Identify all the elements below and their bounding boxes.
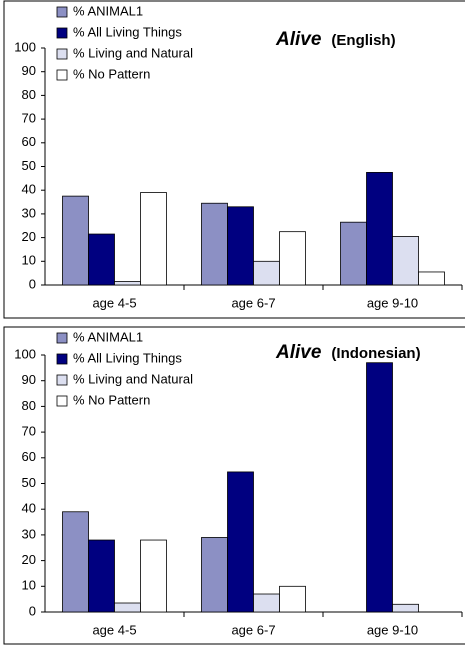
legend-label: % Living and Natural xyxy=(73,371,193,386)
legend-label: % Living and Natural xyxy=(73,45,193,60)
bar xyxy=(253,260,280,286)
y-tick-label: 40 xyxy=(22,182,36,197)
chart-subtitle: (Indonesian) xyxy=(331,345,420,362)
bar xyxy=(114,602,141,613)
legend-swatch xyxy=(56,374,68,386)
bar xyxy=(140,192,167,286)
bar xyxy=(201,537,228,613)
bar xyxy=(366,362,393,613)
bar xyxy=(279,231,306,286)
legend-swatch xyxy=(56,27,68,39)
legend-label: % ANIMAL1 xyxy=(73,3,143,18)
chart-title: Alive xyxy=(275,342,322,363)
y-tick-label: 30 xyxy=(22,526,36,541)
x-tick-label: age 6-7 xyxy=(231,622,275,637)
y-tick-label: 50 xyxy=(22,475,36,490)
chart-frame xyxy=(3,0,465,319)
legend-label: % All Living Things xyxy=(73,24,182,39)
y-tick-label: 70 xyxy=(22,424,36,439)
y-tick-label: 20 xyxy=(22,229,36,244)
bar xyxy=(392,603,419,613)
bar xyxy=(140,539,167,613)
y-tick-label: 20 xyxy=(22,552,36,567)
y-tick-label: 10 xyxy=(22,253,36,268)
legend-label: % No Pattern xyxy=(73,66,150,81)
chart-title: Alive xyxy=(275,29,322,50)
legend-label: % ANIMAL1 xyxy=(73,329,143,344)
x-tick-label: age 4-5 xyxy=(92,295,136,310)
legend-label: % No Pattern xyxy=(73,392,150,407)
bar xyxy=(62,195,89,286)
y-tick-label: 60 xyxy=(22,449,36,464)
x-tick-label: age 6-7 xyxy=(231,295,275,310)
bar xyxy=(340,221,367,286)
y-tick-label: 70 xyxy=(22,111,36,126)
bar xyxy=(62,511,89,613)
y-tick-label: 90 xyxy=(22,63,36,78)
x-tick-label: age 9-10 xyxy=(367,295,418,310)
legend-swatch xyxy=(56,395,68,407)
x-tick-label: age 9-10 xyxy=(367,622,418,637)
legend-swatch xyxy=(56,69,68,81)
bar xyxy=(88,539,115,613)
y-tick-label: 60 xyxy=(22,134,36,149)
legend-swatch xyxy=(56,353,68,365)
bar xyxy=(366,172,393,286)
bar xyxy=(279,585,306,613)
chart-frame xyxy=(3,326,465,645)
y-tick-label: 50 xyxy=(22,158,36,173)
bar xyxy=(392,236,419,286)
bar xyxy=(227,206,254,286)
bar xyxy=(114,281,141,286)
chart-subtitle: (English) xyxy=(331,32,395,49)
legend-swatch xyxy=(56,48,68,60)
y-tick-label: 100 xyxy=(14,39,36,54)
y-tick-label: 100 xyxy=(14,346,36,361)
bar xyxy=(418,271,445,286)
y-tick-label: 10 xyxy=(22,578,36,593)
legend-label: % All Living Things xyxy=(73,350,182,365)
legend-swatch xyxy=(56,332,68,344)
bar xyxy=(88,233,115,286)
y-tick-label: 30 xyxy=(22,205,36,220)
x-tick-label: age 4-5 xyxy=(92,622,136,637)
y-tick-label: 80 xyxy=(22,87,36,102)
y-tick-label: 0 xyxy=(29,276,36,291)
bar xyxy=(227,471,254,613)
y-tick-label: 0 xyxy=(29,603,36,618)
y-tick-label: 90 xyxy=(22,372,36,387)
y-tick-label: 40 xyxy=(22,501,36,516)
y-tick-label: 80 xyxy=(22,398,36,413)
legend-swatch xyxy=(56,6,68,18)
bar xyxy=(253,593,280,613)
bar xyxy=(201,202,228,286)
